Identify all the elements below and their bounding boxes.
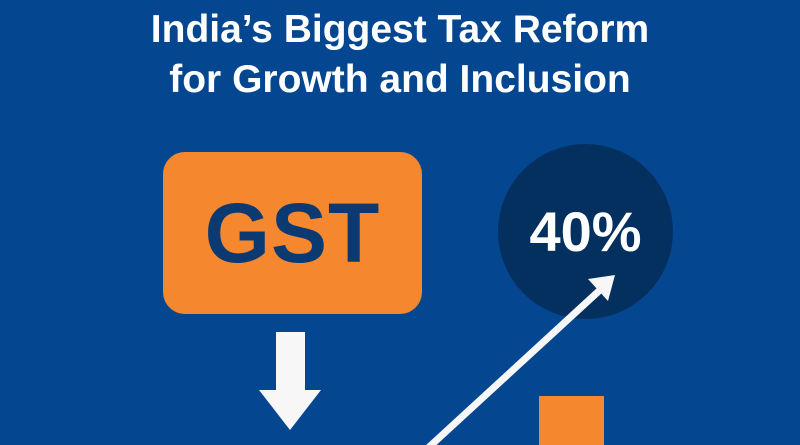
headline: India’s Biggest Tax Reform for Growth an… (0, 5, 800, 105)
gst-badge: GST (163, 152, 422, 314)
gst-label: GST (204, 185, 381, 280)
headline-line-2: for Growth and Inclusion (169, 58, 631, 101)
stat-value: 40% (529, 200, 642, 263)
arrow-up-right-icon (426, 275, 615, 445)
headline-line-1: India’s Biggest Tax Reform (150, 8, 650, 51)
stat-circle: 40% (498, 144, 673, 319)
arrow-down-icon (259, 332, 321, 430)
bar-icon (539, 396, 604, 445)
